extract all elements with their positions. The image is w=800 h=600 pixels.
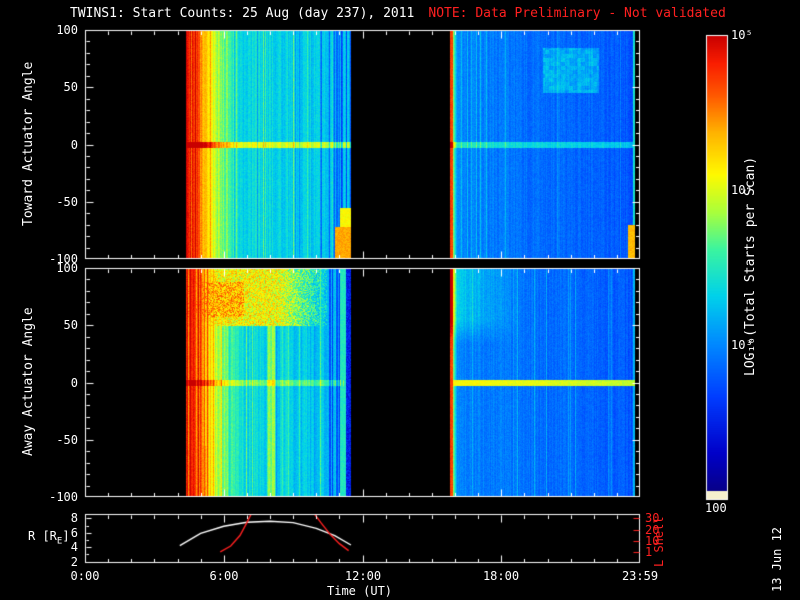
- y-axis-label-toward: Toward Actuator Angle: [21, 61, 36, 226]
- r-tick-label: 8: [70, 511, 78, 525]
- y-tick-label: 0: [70, 376, 78, 390]
- x-tick-label: 23:59: [621, 569, 659, 583]
- colorbar-tick-label: 10³: [731, 338, 753, 352]
- l-tick-label: 20: [645, 523, 660, 537]
- r-axis-label: R [RE]: [28, 529, 70, 547]
- r-tick-label: 2: [70, 555, 78, 569]
- y-tick-label: -50: [56, 195, 78, 209]
- x-tick-label: 0:00: [70, 569, 100, 583]
- y-tick-label: 0: [70, 138, 78, 152]
- y-tick-label: -50: [56, 433, 78, 447]
- x-tick-label: 12:00: [344, 569, 382, 583]
- y-tick-label: 50: [63, 80, 78, 94]
- plot-title: TWINS1: Start Counts: 25 Aug (day 237), …: [70, 6, 415, 21]
- y-axis-label-away: Away Actuator Angle: [21, 307, 36, 456]
- x-tick-label: 18:00: [482, 569, 520, 583]
- x-tick-label: 6:00: [209, 569, 239, 583]
- colorbar-tick-label: 10⁵: [731, 28, 753, 42]
- y-tick-label: 100: [56, 23, 78, 37]
- r-tick-label: 6: [70, 526, 78, 540]
- y-tick-label: -100: [49, 490, 78, 504]
- l-tick-label: 30: [645, 511, 660, 525]
- colorbar-min-label: 100: [705, 501, 727, 515]
- title-bar: TWINS1: Start Counts: 25 Aug (day 237), …: [70, 7, 726, 21]
- y-tick-label: 100: [56, 261, 78, 275]
- preliminary-note: NOTE: Data Preliminary - Not validated: [428, 6, 726, 21]
- date-stamp: 13 Jun 12: [770, 526, 784, 592]
- l-tick-label: 10: [645, 534, 660, 548]
- l-tick-label: 1: [645, 545, 653, 559]
- x-axis-label: Time (UT): [327, 584, 393, 598]
- r-tick-label: 4: [70, 540, 78, 554]
- y-tick-label: -100: [49, 252, 78, 266]
- colorbar-tick-label: 10⁴: [731, 183, 753, 197]
- y-tick-label: 50: [63, 318, 78, 332]
